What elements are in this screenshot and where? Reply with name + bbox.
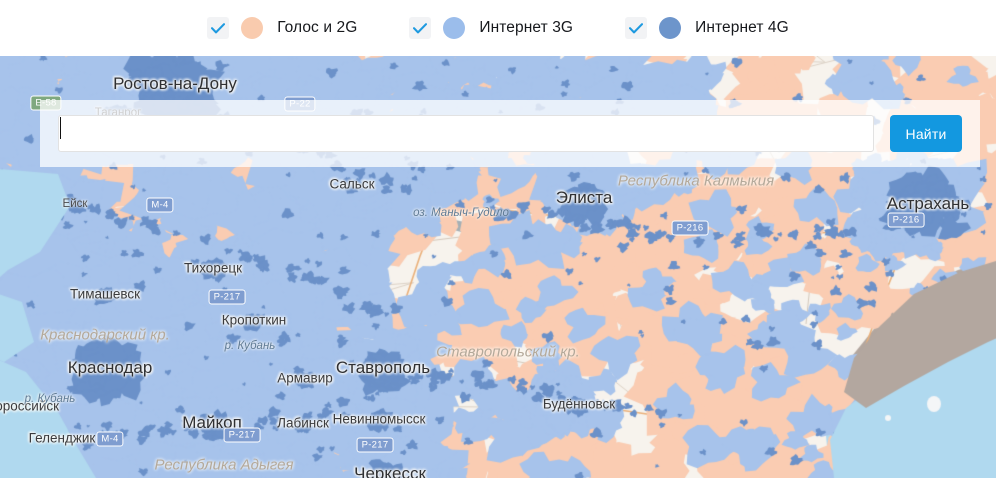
legend-label-internet-3g: Интернет 3G [479, 19, 574, 36]
legend-label-voice-2g: Голос и 2G [277, 19, 358, 36]
checkbox-voice-2g[interactable] [207, 17, 230, 39]
legend-label-internet-4g: Интернет 4G [695, 19, 789, 36]
search-panel: Найти [40, 100, 980, 167]
legend-item-internet-3g[interactable]: Интернет 3G [409, 17, 573, 39]
search-input[interactable] [58, 115, 874, 152]
legend-item-internet-4g[interactable]: Интернет 4G [625, 17, 789, 39]
text-cursor [60, 117, 61, 139]
checkbox-internet-4g[interactable] [625, 17, 648, 39]
legend-item-voice-2g[interactable]: Голос и 2G [207, 17, 357, 39]
search-button[interactable]: Найти [890, 115, 962, 152]
layer-legend-bar: Голос и 2G Интернет 3G Интернет 4G [0, 0, 996, 56]
checkbox-internet-3g[interactable] [409, 17, 432, 39]
legend-swatch-internet-3g [443, 17, 466, 39]
legend-swatch-internet-4g [659, 17, 682, 39]
legend-swatch-voice-2g [241, 17, 264, 39]
